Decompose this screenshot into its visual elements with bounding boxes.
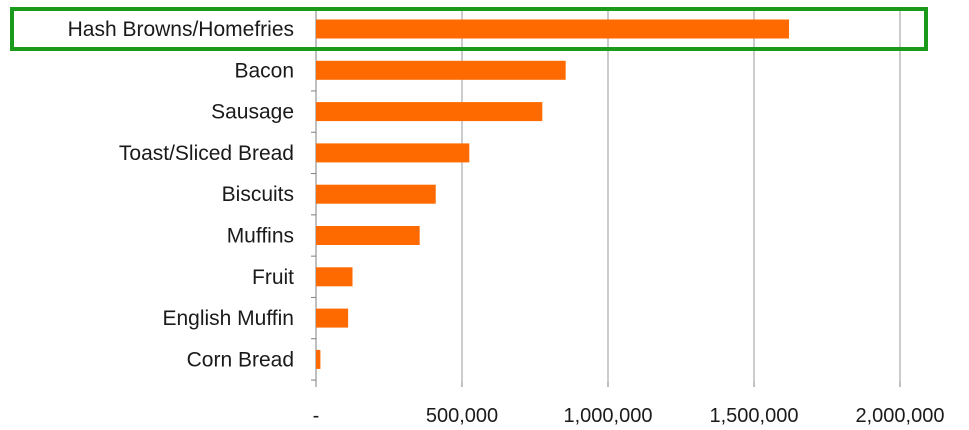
category-label-8: Corn Bread xyxy=(187,348,294,371)
bar-7 xyxy=(316,308,349,328)
bar-1 xyxy=(316,60,566,80)
category-label-7: English Muffin xyxy=(162,307,294,330)
category-label-6: Fruit xyxy=(252,266,294,289)
category-label-0: Hash Browns/Homefries xyxy=(68,18,294,41)
category-labels: Hash Browns/Homefries Bacon Sausage Toast/S… xyxy=(68,18,295,371)
bar-2 xyxy=(316,102,543,122)
bar-6 xyxy=(316,267,353,287)
x-tick-label-0: - xyxy=(313,405,320,427)
category-label-5: Muffins xyxy=(227,225,294,248)
bar-5 xyxy=(316,226,420,245)
x-tick-label-1: 500,000 xyxy=(426,405,498,427)
bar-0 xyxy=(316,19,790,39)
bar-8 xyxy=(316,349,321,369)
category-label-2: Sausage xyxy=(211,101,294,124)
category-label-1: Bacon xyxy=(234,59,294,82)
category-label-3: Toast/Sliced Bread xyxy=(119,142,294,165)
highlight-overlay xyxy=(10,7,928,51)
x-tick-label-2: 1,000,000 xyxy=(564,405,653,427)
x-tick-label-3: 1,500,000 xyxy=(710,405,799,427)
x-axis-tick-labels: - 500,000 1,000,000 1,500,000 2,000,000 xyxy=(313,405,945,427)
category-label-4: Biscuits xyxy=(222,183,294,206)
x-tick-label-4: 2,000,000 xyxy=(856,405,945,427)
highlight-box xyxy=(10,7,928,51)
bar-4 xyxy=(316,184,436,204)
bar-3 xyxy=(316,143,470,163)
bars xyxy=(316,19,790,369)
